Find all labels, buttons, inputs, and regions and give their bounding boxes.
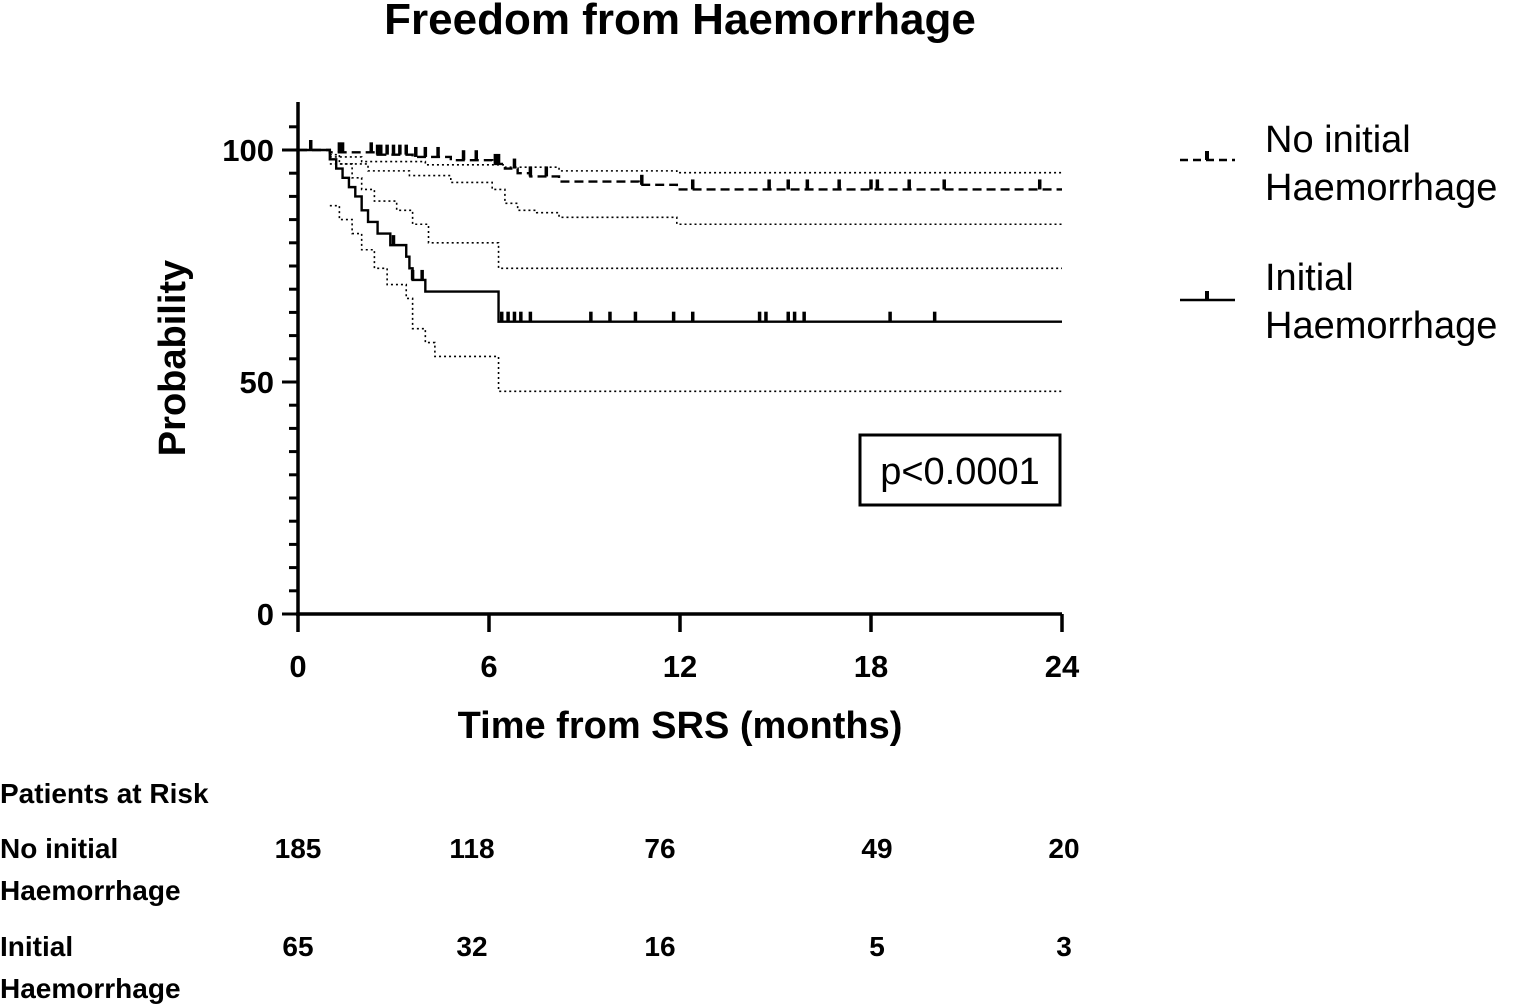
y-axis-title: Probability	[152, 260, 194, 456]
legend: No initial Haemorrhage Initial Haemorrha…	[1180, 119, 1497, 347]
p-value-frame	[858, 433, 1062, 507]
x-tick-label: 12	[663, 649, 697, 684]
legend-label-line1: Initial	[1265, 257, 1354, 299]
legend-entry-initial: Initial Haemorrhage	[1180, 257, 1497, 347]
risk-count: 118	[449, 833, 494, 864]
risk-row-label-line2: Haemorrhage	[0, 973, 181, 1004]
x-tick-label: 6	[480, 649, 497, 684]
legend-label-line2: Haemorrhage	[1265, 305, 1497, 347]
p-value-box: p<0.0001	[858, 433, 1062, 507]
risk-count: 185	[275, 833, 322, 864]
ci-lower-line	[329, 204, 1062, 393]
risk-row-label-line1: No initial	[0, 833, 118, 864]
survival-curve	[298, 148, 1062, 323]
p-value-text: p<0.0001	[880, 451, 1040, 493]
risk-count: 20	[1048, 833, 1079, 864]
risk-count: 5	[869, 931, 885, 962]
legend-label-line2: Haemorrhage	[1265, 167, 1497, 209]
risk-row-label-line2: Haemorrhage	[0, 875, 181, 906]
ci-upper-line	[329, 156, 1062, 174]
survival-curve	[298, 148, 1062, 191]
series-no-initial-haemorrhage	[298, 140, 1062, 226]
risk-table: Patients at Risk No initial Haemorrhage …	[0, 778, 1080, 1004]
x-tick-label: 24	[1045, 649, 1080, 684]
x-tick-label: 0	[289, 649, 306, 684]
y-tick-label: 0	[257, 597, 274, 632]
y-tick-label: 100	[222, 133, 274, 168]
risk-count: 49	[861, 833, 892, 864]
legend-label-line1: No initial	[1265, 119, 1411, 161]
legend-entry-no-initial: No initial Haemorrhage	[1180, 119, 1497, 209]
risk-counts: 185 118 76 49 20 65 32 16 5 3	[275, 833, 1080, 962]
plot-area: 0 50 100 0 6 12 18 24	[222, 102, 1080, 684]
y-tick-label: 50	[240, 365, 274, 400]
risk-count: 16	[644, 931, 675, 962]
risk-count: 3	[1056, 931, 1072, 962]
risk-row-label-line1: Initial	[0, 931, 73, 962]
x-axis-title: Time from SRS (months)	[458, 705, 903, 747]
risk-count: 76	[644, 833, 675, 864]
ci-upper-line	[329, 153, 1062, 270]
x-tick-label: 18	[854, 649, 888, 684]
series-initial-haemorrhage	[298, 148, 1062, 393]
risk-table-title: Patients at Risk	[0, 778, 209, 809]
chart-title: Freedom from Haemorrhage	[384, 0, 976, 44]
risk-count: 32	[456, 931, 487, 962]
risk-count: 65	[282, 931, 313, 962]
ci-lower-line	[329, 163, 1062, 226]
